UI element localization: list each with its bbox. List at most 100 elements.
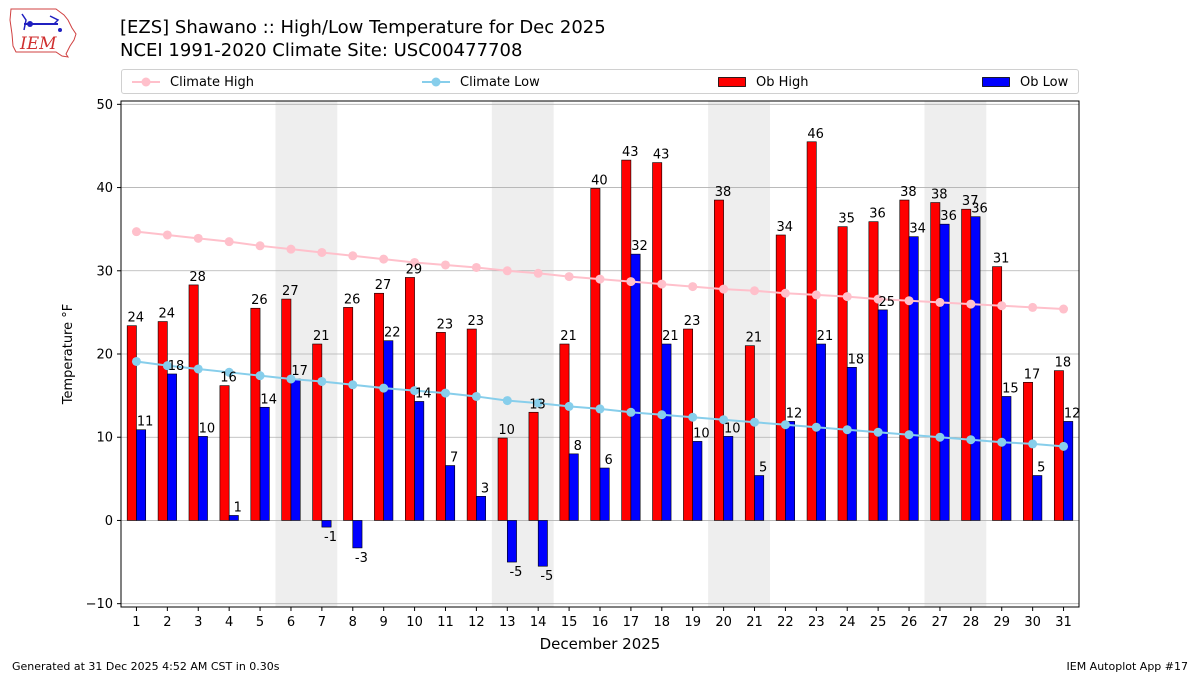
climate-low-point <box>564 401 574 411</box>
ob-low-bar <box>723 436 734 521</box>
ob-low-label: 7 <box>450 451 458 466</box>
ob-high-bar <box>559 343 570 521</box>
ob-high-label: 43 <box>622 145 639 160</box>
climate-high-point <box>379 254 389 264</box>
svg-text:IEM: IEM <box>19 34 57 54</box>
ob-high-bar <box>837 226 848 521</box>
climate-low-point <box>719 415 729 425</box>
climate-low-point <box>595 404 605 414</box>
x-tick-label: 1 <box>132 615 140 630</box>
ob-low-bar <box>877 309 888 521</box>
ob-low-label: 12 <box>1064 406 1081 421</box>
ob-low-bar <box>136 429 147 521</box>
ob-low-label: 10 <box>724 421 741 436</box>
iem-logo: IEM <box>9 8 77 58</box>
ob-high-bar <box>930 202 941 521</box>
climate-high-point <box>904 296 914 306</box>
climate-low-point <box>440 388 450 398</box>
x-tick-label: 5 <box>256 615 264 630</box>
climate-high-point <box>471 262 481 272</box>
climate-low-point <box>224 367 234 377</box>
ob-low-bar <box>692 441 703 521</box>
legend-item-ob-high: Ob High <box>718 70 809 94</box>
ob-high-bar <box>806 141 817 521</box>
ob-low-bar <box>939 223 950 521</box>
ob-high-label: 38 <box>931 188 948 203</box>
y-tick-label: 40 <box>96 181 113 196</box>
ob-low-bar <box>970 216 981 521</box>
climate-high-point <box>595 274 605 284</box>
climate-high-point <box>440 260 450 270</box>
ob-high-bar <box>188 284 199 521</box>
ob-high-bar <box>497 437 508 521</box>
climate-high-point <box>193 233 203 243</box>
climate-high-point <box>348 251 358 261</box>
ob-low-label: 21 <box>817 329 834 344</box>
ob-low-label: 5 <box>1037 461 1045 476</box>
climate-high-point <box>873 294 883 304</box>
climate-low-point <box>286 374 296 384</box>
ob-low-bar <box>599 467 610 521</box>
x-tick-label: 9 <box>380 615 388 630</box>
x-tick-label: 27 <box>932 615 949 630</box>
ob-high-label: 46 <box>807 127 824 142</box>
x-tick-label: 18 <box>654 615 671 630</box>
climate-high-point <box>162 230 172 240</box>
climate-high-point <box>224 237 234 247</box>
x-tick-label: 30 <box>1024 615 1041 630</box>
climate-low-point <box>688 412 698 422</box>
x-tick-label: 25 <box>870 615 887 630</box>
ob-high-label: 10 <box>498 423 515 438</box>
climate-low-point <box>162 361 172 371</box>
ob-low-label: 12 <box>786 406 803 421</box>
legend-label: Climate High <box>170 74 255 90</box>
climate-low-point <box>904 430 914 440</box>
climate-low-point <box>193 364 203 374</box>
y-tick-label: 10 <box>96 431 113 446</box>
ob-low-label: 5 <box>759 461 767 476</box>
climate-low-point <box>626 407 636 417</box>
legend-swatch <box>422 77 450 87</box>
x-tick-label: 15 <box>561 615 578 630</box>
climate-high-point <box>502 266 512 276</box>
x-tick-label: 13 <box>499 615 516 630</box>
legend-item-ob-low: Ob Low <box>982 70 1068 94</box>
x-tick-label: 11 <box>437 615 454 630</box>
ob-low-bar <box>506 520 517 563</box>
climate-high-point <box>317 247 327 257</box>
ob-low-bar <box>383 340 394 521</box>
ob-high-label: 26 <box>344 292 361 307</box>
x-tick-label: 21 <box>746 615 763 630</box>
ob-high-bar <box>157 321 168 521</box>
y-tick-label: 50 <box>96 98 113 113</box>
ob-high-bar <box>250 307 261 521</box>
climate-high-point <box>657 279 667 289</box>
climate-low-point <box>410 386 420 396</box>
x-tick-label: 10 <box>406 615 423 630</box>
ob-high-bar <box>466 328 477 521</box>
climate-high-point <box>1059 304 1069 314</box>
x-tick-label: 12 <box>468 615 485 630</box>
ob-low-bar <box>754 475 765 521</box>
ob-low-label: 11 <box>137 415 154 430</box>
ob-low-bar <box>816 343 826 521</box>
ob-low-label: -5 <box>509 565 522 580</box>
ob-high-bar <box>775 234 786 521</box>
ob-high-label: 17 <box>1024 367 1041 382</box>
ob-high-bar <box>219 385 230 521</box>
ob-low-bar <box>537 520 548 567</box>
climate-low-point <box>873 427 883 437</box>
ob-low-label: -5 <box>540 569 553 584</box>
ob-low-label: 36 <box>971 202 988 217</box>
ob-low-label: 25 <box>878 295 895 310</box>
legend-label: Ob High <box>756 74 809 90</box>
climate-high-point <box>842 292 852 302</box>
x-tick-label: 22 <box>777 615 794 630</box>
climate-high-point <box>131 227 141 237</box>
ob-high-label: 26 <box>251 293 268 308</box>
ob-low-label: 14 <box>415 386 432 401</box>
ob-high-bar <box>374 292 384 521</box>
climate-high-point <box>410 257 420 267</box>
ob-low-label: 21 <box>662 329 679 344</box>
